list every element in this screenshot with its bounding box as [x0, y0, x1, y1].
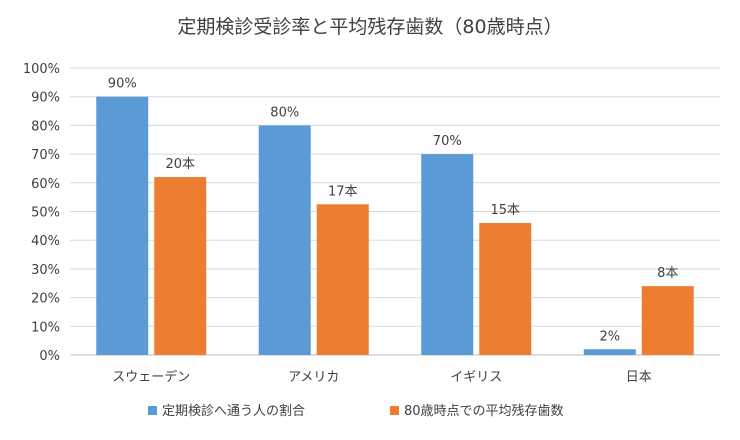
legend-label: 定期検診へ通う人の割合	[162, 403, 305, 419]
bar	[96, 96, 149, 355]
data-label: 90%	[108, 77, 137, 92]
bar	[154, 177, 207, 355]
y-tick-label: 90%	[31, 91, 60, 106]
legend-swatch	[148, 406, 157, 415]
y-tick-label: 0%	[39, 349, 60, 364]
bar	[479, 222, 532, 355]
legend-label: 80歳時点での平均残存歯数	[404, 404, 564, 419]
y-tick-label: 50%	[31, 206, 60, 221]
y-tick-label: 10%	[31, 320, 60, 335]
bar	[421, 154, 474, 355]
bar	[641, 286, 694, 355]
data-label: 8本	[657, 266, 678, 281]
y-tick-label: 20%	[31, 292, 60, 307]
y-tick-label: 40%	[31, 234, 60, 249]
y-tick-label: 70%	[31, 148, 60, 163]
data-label: 2%	[599, 329, 620, 344]
data-label: 80%	[270, 105, 299, 120]
data-label: 70%	[433, 134, 462, 149]
legend-swatch	[390, 406, 399, 415]
y-tick-label: 60%	[31, 177, 60, 192]
category-label: イギリス	[450, 370, 502, 385]
category-label: アメリカ	[288, 370, 339, 385]
category-label: 日本	[626, 370, 652, 385]
y-tick-label: 80%	[31, 119, 60, 134]
bar	[316, 204, 369, 355]
y-tick-label: 30%	[31, 263, 60, 278]
data-label: 15本	[490, 203, 520, 218]
chart-title: 定期検診受診率と平均残存歯数（80歳時点）	[177, 16, 563, 38]
bar	[583, 349, 636, 355]
data-label: 17本	[328, 184, 358, 199]
y-tick-label: 100%	[23, 62, 60, 77]
data-label: 20本	[165, 157, 195, 172]
category-label: スウェーデン	[112, 369, 190, 385]
bar	[258, 125, 311, 356]
